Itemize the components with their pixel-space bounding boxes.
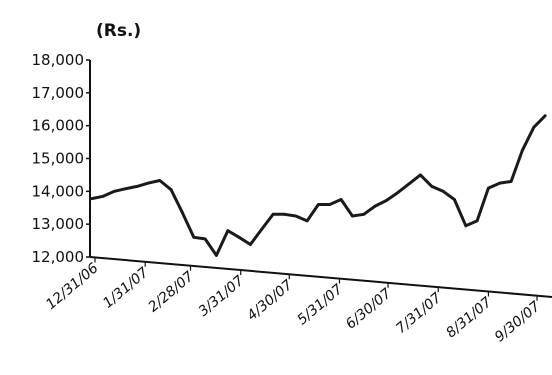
data-point	[521, 148, 524, 152]
data-point	[192, 235, 196, 239]
x-tick-label: 1/31/07	[100, 265, 152, 312]
data-point	[362, 212, 366, 216]
y-tick-label: 14,000	[32, 182, 85, 200]
data-point	[475, 219, 479, 223]
data-point	[464, 224, 468, 228]
data-point	[487, 186, 490, 190]
x-axis-ticks: 12/31/061/31/072/28/073/31/074/30/075/31…	[43, 257, 544, 345]
data-point	[351, 214, 354, 218]
data-point	[158, 179, 162, 182]
data-point	[498, 181, 502, 185]
y-tick-label: 15,000	[32, 150, 85, 168]
data-point	[135, 185, 139, 188]
data-point	[543, 114, 547, 118]
data-point	[90, 197, 94, 201]
y-axis-ticks: 12,000 13,000 14,000 15,000 16,000 17,000 18,0…	[32, 51, 90, 266]
data-point	[294, 214, 298, 218]
y-tick-label: 17,000	[32, 84, 85, 102]
data-point	[532, 125, 536, 129]
data-point	[215, 254, 218, 257]
data-point	[260, 227, 264, 231]
x-tick-label: 4/30/07	[244, 277, 296, 324]
x-tick-label: 12/31/06	[43, 260, 102, 313]
data-point	[147, 181, 150, 185]
data-point	[283, 212, 286, 216]
data-point	[453, 198, 456, 201]
data-point	[249, 243, 252, 246]
data-point	[305, 219, 309, 223]
data-point	[419, 173, 422, 177]
data-point	[385, 199, 388, 202]
x-tick-label: 3/31/07	[196, 273, 248, 320]
data-point	[441, 189, 445, 193]
data-point	[396, 191, 400, 195]
series-layer	[90, 114, 547, 257]
x-axis-line	[89, 256, 552, 298]
data-point	[203, 237, 207, 241]
data-point	[407, 182, 411, 186]
y-tick-label: 13,000	[32, 215, 85, 233]
y-tick-label: 12,000	[32, 248, 85, 266]
x-tick-label: 2/28/07	[145, 268, 197, 315]
x-tick-label: 5/31/07	[294, 281, 346, 328]
data-point	[430, 185, 434, 188]
data-point	[169, 188, 173, 192]
x-tick-label: 9/30/07	[492, 298, 544, 345]
data-point	[124, 187, 128, 191]
data-point	[328, 203, 332, 206]
data-point	[373, 204, 377, 208]
y-tick-label: 16,000	[32, 117, 85, 135]
x-tick-label: 8/31/07	[443, 294, 495, 341]
x-tick-label: 6/30/07	[343, 286, 395, 333]
y-unit-label: (Rs.)	[96, 21, 141, 41]
data-point	[181, 211, 184, 215]
data-point	[271, 212, 275, 216]
data-point	[509, 180, 513, 183]
x-tick-label: 7/31/07	[393, 290, 445, 337]
data-point	[101, 194, 105, 198]
data-point	[339, 198, 343, 201]
data-point	[317, 203, 320, 206]
series-line	[90, 114, 547, 257]
data-point	[113, 189, 116, 193]
data-point	[226, 229, 230, 233]
data-point	[237, 235, 241, 239]
y-tick-label: 18,000	[32, 51, 85, 69]
